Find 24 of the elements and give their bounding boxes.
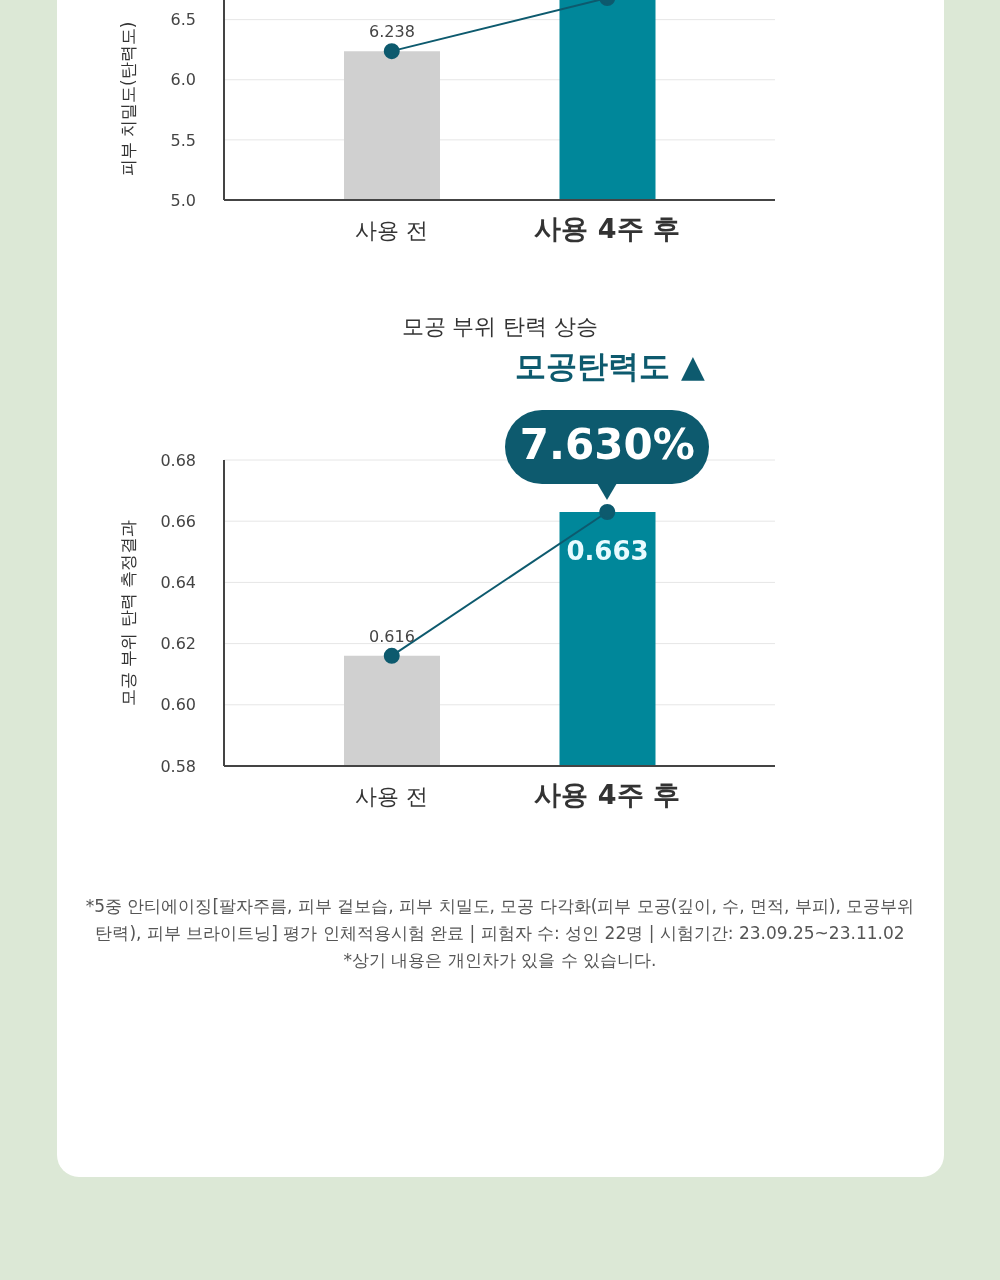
- y-tick-label: 0.62: [160, 634, 196, 654]
- y-axis-title: 피부 치밀도(탄력도): [118, 21, 139, 177]
- text: *5중 안티에이징[팔자주름, 피부 겉보습, 피부 치밀도, 모공 다각화(피부 모공(깊이, 수, 면적, 부피), 모공부위 탄력), 피부 브라이트닝] 평가 인체적용시험 완료 | 피험자 수: 성인 22명 | 시험기간: 23.09.25~23.11.02: [84, 895, 916, 945]
- y-tick-label: 0.68: [160, 450, 196, 470]
- y-axis-title: 모공 부위 탄력 측정결과: [118, 519, 139, 707]
- chart-subtitle: 모공탄력도 ▲: [514, 347, 706, 386]
- y-tick-label: 5.0: [170, 190, 196, 210]
- annotation: 7.630%: [518, 420, 696, 470]
- x-tick-label: 사용 전: [355, 218, 429, 243]
- y-tick-label: 6.0: [170, 70, 196, 90]
- text: *상기 내용은 개인차가 있을 수 있습니다.: [342, 949, 658, 972]
- data-label: 0.663: [566, 536, 649, 567]
- y-tick-label: 0.58: [160, 756, 196, 776]
- x-tick-label: 사용 전: [355, 784, 429, 809]
- y-tick-label: 0.66: [160, 511, 196, 531]
- data-label: 0.616: [369, 626, 415, 646]
- chart-title: 모공 부위 탄력 상승: [400, 313, 600, 341]
- data-label: 6.238: [369, 22, 415, 42]
- x-tick-label: 사용 4주 후: [534, 779, 681, 810]
- x-tick-label: 사용 4주 후: [534, 213, 681, 244]
- y-tick-label: 0.64: [160, 573, 196, 593]
- y-tick-label: 6.5: [170, 10, 196, 30]
- y-tick-label: 0.60: [160, 695, 196, 715]
- y-tick-label: 5.5: [170, 130, 196, 150]
